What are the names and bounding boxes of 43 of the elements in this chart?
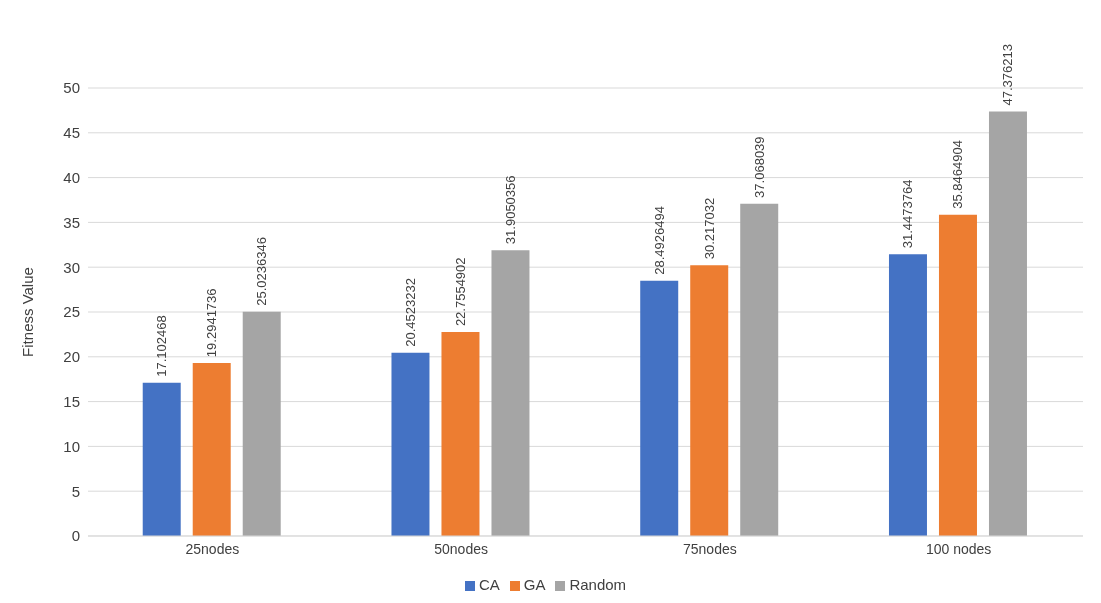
data-label: 35.8464904 (950, 140, 966, 209)
data-label: 17.102468 (154, 315, 170, 377)
bar (441, 332, 480, 536)
bar (938, 214, 977, 536)
x-tick-label: 25nodes (185, 540, 240, 557)
data-label: 22.7554902 (452, 257, 468, 327)
y-tick-label: 50 (63, 79, 80, 97)
bar (192, 363, 231, 536)
bar (988, 111, 1027, 536)
y-tick-label: 10 (63, 437, 80, 455)
bar (242, 311, 281, 536)
y-tick-label: 20 (63, 348, 80, 366)
bar (888, 254, 927, 536)
legend-label: CA (478, 576, 500, 593)
data-label: 30.217032 (701, 197, 717, 260)
y-tick-label: 25 (63, 303, 80, 321)
bar (391, 352, 430, 536)
y-tick-label: 45 (63, 124, 80, 142)
y-tick-label: 15 (63, 392, 80, 410)
bar (690, 265, 729, 536)
y-tick-label: 30 (63, 258, 80, 276)
bar (491, 250, 530, 536)
x-tick-label: 75nodes (683, 540, 737, 557)
data-label: 37.068039 (751, 136, 767, 198)
y-tick-label: 5 (71, 482, 80, 500)
y-tick-label: 40 (63, 168, 80, 186)
y-axis-title: Fitness Value (19, 267, 37, 357)
data-label: 31.9050356 (502, 175, 518, 245)
bar (640, 280, 679, 536)
data-label: 20.4523232 (402, 278, 418, 347)
y-tick-label: 35 (63, 213, 80, 231)
data-label: 31.4473764 (900, 179, 916, 249)
x-tick-label: 50nodes (434, 540, 488, 557)
data-label: 47.376213 (1000, 44, 1016, 106)
data-label: 25.0236346 (254, 237, 270, 306)
data-label: 19.2941736 (204, 288, 220, 358)
x-tick-label: 100 nodes (925, 540, 992, 557)
legend-label: GA (523, 576, 546, 593)
bar (142, 382, 181, 536)
y-tick-label: 0 (71, 527, 80, 545)
data-label: 28.4926494 (651, 206, 667, 275)
legend-label: Random (569, 576, 627, 593)
bar (740, 203, 779, 536)
